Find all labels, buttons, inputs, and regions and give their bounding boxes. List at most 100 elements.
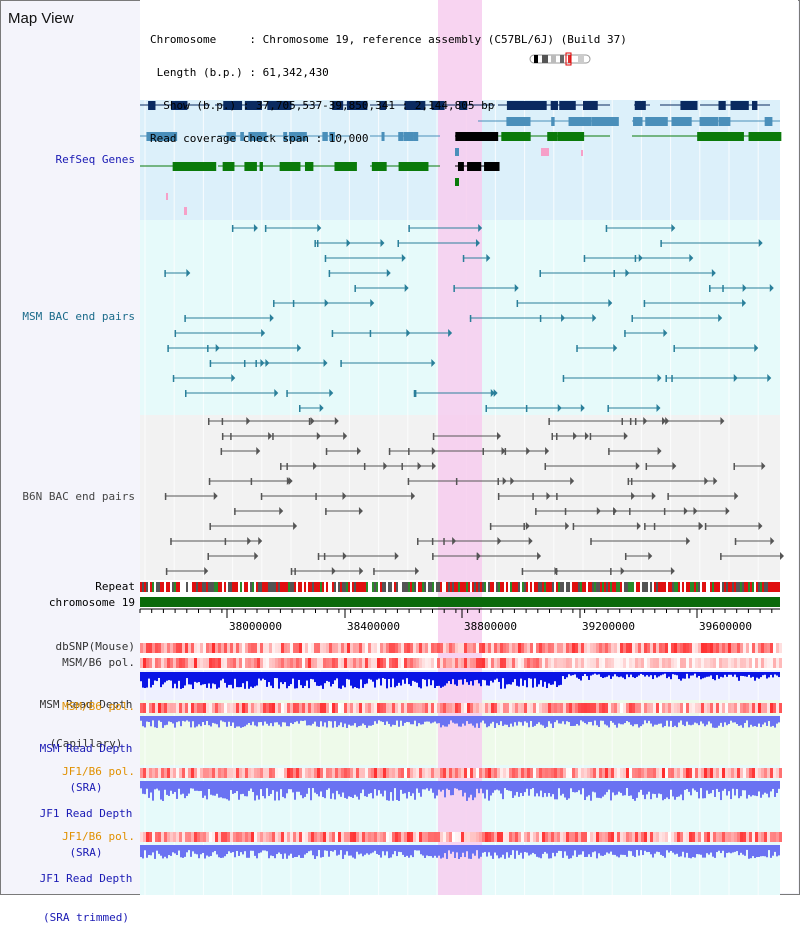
repeat-block [308,582,310,592]
msm-sra-depth-bar [556,716,558,721]
msm-b6-pol2-band [560,703,563,713]
msm-cap-depth-bar [412,672,414,681]
jf1-trim-depth-bar [372,845,374,853]
jf1-trim-depth-bar [544,845,546,852]
repeat-block [660,582,662,592]
repeat-block [384,582,386,592]
msm-sra-depth-bar [740,716,742,726]
msm-b6-pol-band [752,658,755,668]
jf1-trim-depth-bar [602,845,604,856]
msm-cap-depth-bar [728,672,730,675]
repeat-block [412,582,414,592]
jf1-b6-pol2-band [344,832,347,842]
jf1-trim-depth-bar [492,845,494,859]
repeat-block [204,582,206,592]
repeat-block [420,582,422,592]
jf1-trim-depth-bar [662,845,664,856]
msm-b6-pol-band [521,658,524,668]
jf1-b6-pol2-band [713,832,716,842]
msm-b6-pol2-band [680,703,683,713]
jf1-trim-depth-bar [682,845,684,852]
track-label-refseq[interactable]: RefSeq Genes [55,153,135,166]
jf1-sra-depth-bar [340,781,342,797]
jf1-trim-depth-bar [442,845,444,858]
msm-bac-pair-end [184,315,186,322]
jf1-trim-depth-bar [254,845,256,856]
msm-cap-depth-bar [610,672,612,679]
dbsnp-band [728,643,731,653]
msm-sra-depth-bar [284,716,286,723]
jf1-b6-pol-band [338,768,341,778]
jf1-sra-depth-bar [322,781,324,798]
jf1-trim-depth-bar [604,845,606,855]
repeat-block [676,582,678,592]
msm-bac-pair-end [274,389,279,397]
jf1-sra-depth-bar [522,781,524,796]
repeat-block [264,582,266,592]
jf1-b6-pol-band [665,768,668,778]
jf1-b6-pol-band [143,768,146,778]
genome-track-canvas[interactable]: 38000000 38400000 38800000 39200000 39600000 [0,0,800,895]
msm-sra-depth-bar [492,716,494,722]
track-label-b6n-bac[interactable]: B6N BAC end pairs [22,490,135,503]
msm-b6-pol2-band [773,703,776,713]
jf1-sra-depth-bar [526,781,528,789]
b6n-bac-pair-end [411,492,416,500]
jf1-sra-depth-bar [432,781,434,793]
repeat-block [174,582,176,592]
msm-sra-depth-bar [742,716,744,728]
msm-sra-depth-bar [182,716,184,721]
msm-sra-depth-bar [690,716,692,726]
jf1-trim-depth-bar [748,845,750,859]
msm-sra-depth-bar [594,716,596,721]
msm-cap-depth-bar [380,672,382,686]
gene-exon [344,162,357,171]
b6n-bac-pair-end [221,418,224,425]
msm-cap-depth-bar [460,672,462,680]
jf1-b6-pol-band [767,768,770,778]
gene-exon [184,207,187,215]
jf1-b6-pol-band [512,768,515,778]
jf1-b6-pol2-band [158,832,161,842]
jf1-sra-depth-bar [324,781,326,799]
msm-b6-pol2-band [335,703,338,713]
jf1-trim-depth-bar [310,845,312,851]
jf1-b6-pol-band [218,768,221,778]
jf1-sra-depth-bar [296,781,298,792]
repeat-block [206,582,208,592]
msm-cap-depth-bar [636,672,638,677]
jf1-sra-depth-bar [462,781,464,797]
msm-cap-depth-bar [524,672,526,681]
b6n-bac-pair-end [358,507,363,515]
dbsnp-band [698,643,701,653]
jf1-trim-depth-bar [312,845,314,856]
track-label-msm-bac[interactable]: MSM BAC end pairs [22,310,135,323]
gene-exon [148,101,156,110]
jf1-sra-depth-bar [352,781,354,798]
msm-sra-depth-bar [200,716,202,727]
jf1-b6-pol2-band [224,832,227,842]
dbsnp-band [389,643,392,653]
repeat-block [454,582,456,592]
msm-sra-depth-bar [298,716,300,724]
msm-cap-depth-bar [434,672,436,688]
jf1-sra-depth-bar [228,781,230,801]
msm-b6-pol-band [620,658,623,668]
msm-bac-pair-end [186,269,191,277]
jf1-sra-depth-bar [170,781,172,791]
jf1-trim-depth-bar [742,845,744,855]
msm-sra-depth-bar [242,716,244,728]
msm-sra-depth-bar [304,716,306,721]
jf1-b6-pol-band [647,768,650,778]
jf1-trim-depth-bar [148,845,150,856]
msm-sra-depth-bar [400,716,402,721]
jf1-sra-depth-bar [738,781,740,799]
msm-b6-pol-band [413,658,416,668]
msm-bac-pair-end [243,360,246,367]
jf1-trim-depth-bar [188,845,190,851]
jf1-trim-depth-bar [196,845,198,855]
repeat-block [334,582,336,592]
jf1-b6-pol2-band [632,832,635,842]
msm-b6-pol-band [524,658,527,668]
msm-sra-depth-bar [624,716,626,724]
